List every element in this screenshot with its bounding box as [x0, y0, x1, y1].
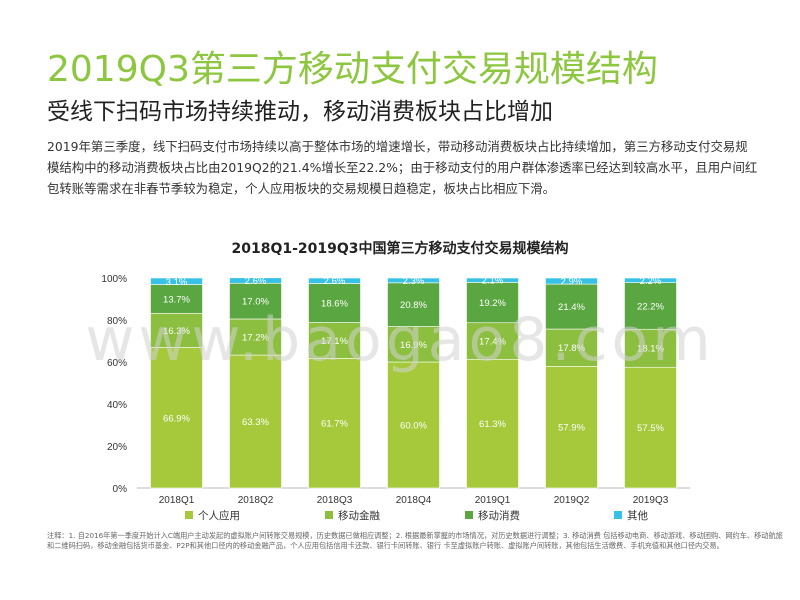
bar-segment [624, 277, 677, 283]
data-label: 21.4% [558, 302, 585, 313]
data-label: 2.1% [482, 276, 504, 287]
data-label: 2.3% [403, 276, 425, 287]
y-tick-label: 40% [107, 400, 127, 411]
x-tick-label: 2018Q3 [317, 495, 353, 506]
data-label: 3.1% [166, 277, 188, 288]
data-label: 19.2% [479, 298, 506, 309]
data-label: 2.2% [640, 276, 662, 287]
y-tick-label: 60% [107, 358, 127, 369]
bar-segment [387, 277, 440, 284]
bar-segment [624, 328, 677, 368]
page-subtitle: 受线下扫码市场持续推动，移动消费板块占比增加 [47, 99, 553, 125]
bar-segment [545, 366, 598, 489]
data-label: 63.3% [242, 417, 269, 428]
y-tick-label: 20% [107, 442, 127, 453]
legend-swatch [614, 511, 622, 519]
bar-segment [150, 277, 203, 285]
legend-label: 个人应用 [198, 509, 240, 522]
data-label: 17.1% [321, 336, 348, 347]
bar-segment [545, 283, 598, 330]
summary-paragraph: 2019年第三季度，线下扫码支付市场持续以高于整体市场的增速增长，带动移动消费板… [47, 139, 758, 196]
bar-segment [466, 322, 519, 360]
bar-segment [624, 282, 677, 330]
bar-segment [308, 322, 361, 359]
legend-swatch [465, 511, 473, 519]
data-label: 16.9% [400, 340, 427, 351]
data-label: 18.1% [637, 344, 664, 355]
data-label: 61.3% [479, 419, 506, 430]
data-label: 2.6% [324, 276, 346, 287]
bar-segment [387, 326, 440, 363]
chart-title: 2018Q1-2019Q3中国第三方移动支付交易规模结构 [231, 241, 569, 257]
data-label: 17.0% [242, 297, 269, 308]
bar-segment [466, 282, 519, 324]
stacked-bar-chart: 0% 20% 40% 60% 80% 100% 66.9% 16.3% 13.7% 3.1% 201… [101, 274, 690, 522]
bar-segment [545, 328, 598, 367]
bar-segment [466, 358, 519, 489]
legend-swatch [325, 511, 333, 519]
data-label: 22.2% [637, 301, 664, 312]
x-tick-label: 2019Q1 [475, 495, 511, 506]
bar-segment [229, 277, 282, 284]
bar-segment [466, 277, 519, 283]
data-label: 2.9% [561, 277, 583, 288]
x-tick-label: 2018Q4 [396, 495, 432, 506]
data-label: 57.5% [637, 423, 664, 434]
x-tick-label: 2018Q2 [238, 495, 274, 506]
footnote: 注释：1. 自2016年第一季度开始计入C端用户主动发起的虚拟账户间转账交易规模… [47, 531, 783, 550]
x-tick-label: 2019Q3 [633, 495, 669, 506]
y-tick-label: 0% [113, 484, 128, 495]
data-label: 57.9% [558, 423, 585, 434]
x-tick-label: 2019Q2 [554, 495, 590, 506]
data-label: 60.0% [400, 421, 427, 432]
bar-segment [387, 361, 440, 489]
page-title: 2019Q3第三方移动支付交易规模结构 [47, 49, 658, 90]
data-label: 16.3% [163, 326, 190, 337]
data-label: 17.2% [242, 333, 269, 344]
data-label: 13.7% [163, 294, 190, 305]
bar-segment [624, 366, 677, 489]
data-label: 17.4% [479, 337, 506, 348]
legend-label: 其他 [627, 509, 648, 522]
data-label: 2.6% [245, 276, 267, 287]
x-tick-label: 2018Q1 [159, 495, 195, 506]
y-tick-label: 100% [101, 274, 127, 285]
bar-segment [545, 277, 598, 285]
legend-label: 移动消费 [478, 509, 520, 522]
data-label: 18.6% [321, 298, 348, 309]
data-label: 17.8% [558, 343, 585, 354]
data-label: 61.7% [321, 419, 348, 430]
data-label: 20.8% [400, 300, 427, 311]
y-tick-label: 80% [107, 316, 127, 327]
data-label: 66.9% [163, 413, 190, 424]
bar-segment [308, 283, 361, 323]
bar-segment [308, 277, 361, 284]
bar-segment [229, 354, 282, 489]
legend-label: 移动金融 [338, 509, 380, 522]
legend-swatch [185, 511, 193, 519]
